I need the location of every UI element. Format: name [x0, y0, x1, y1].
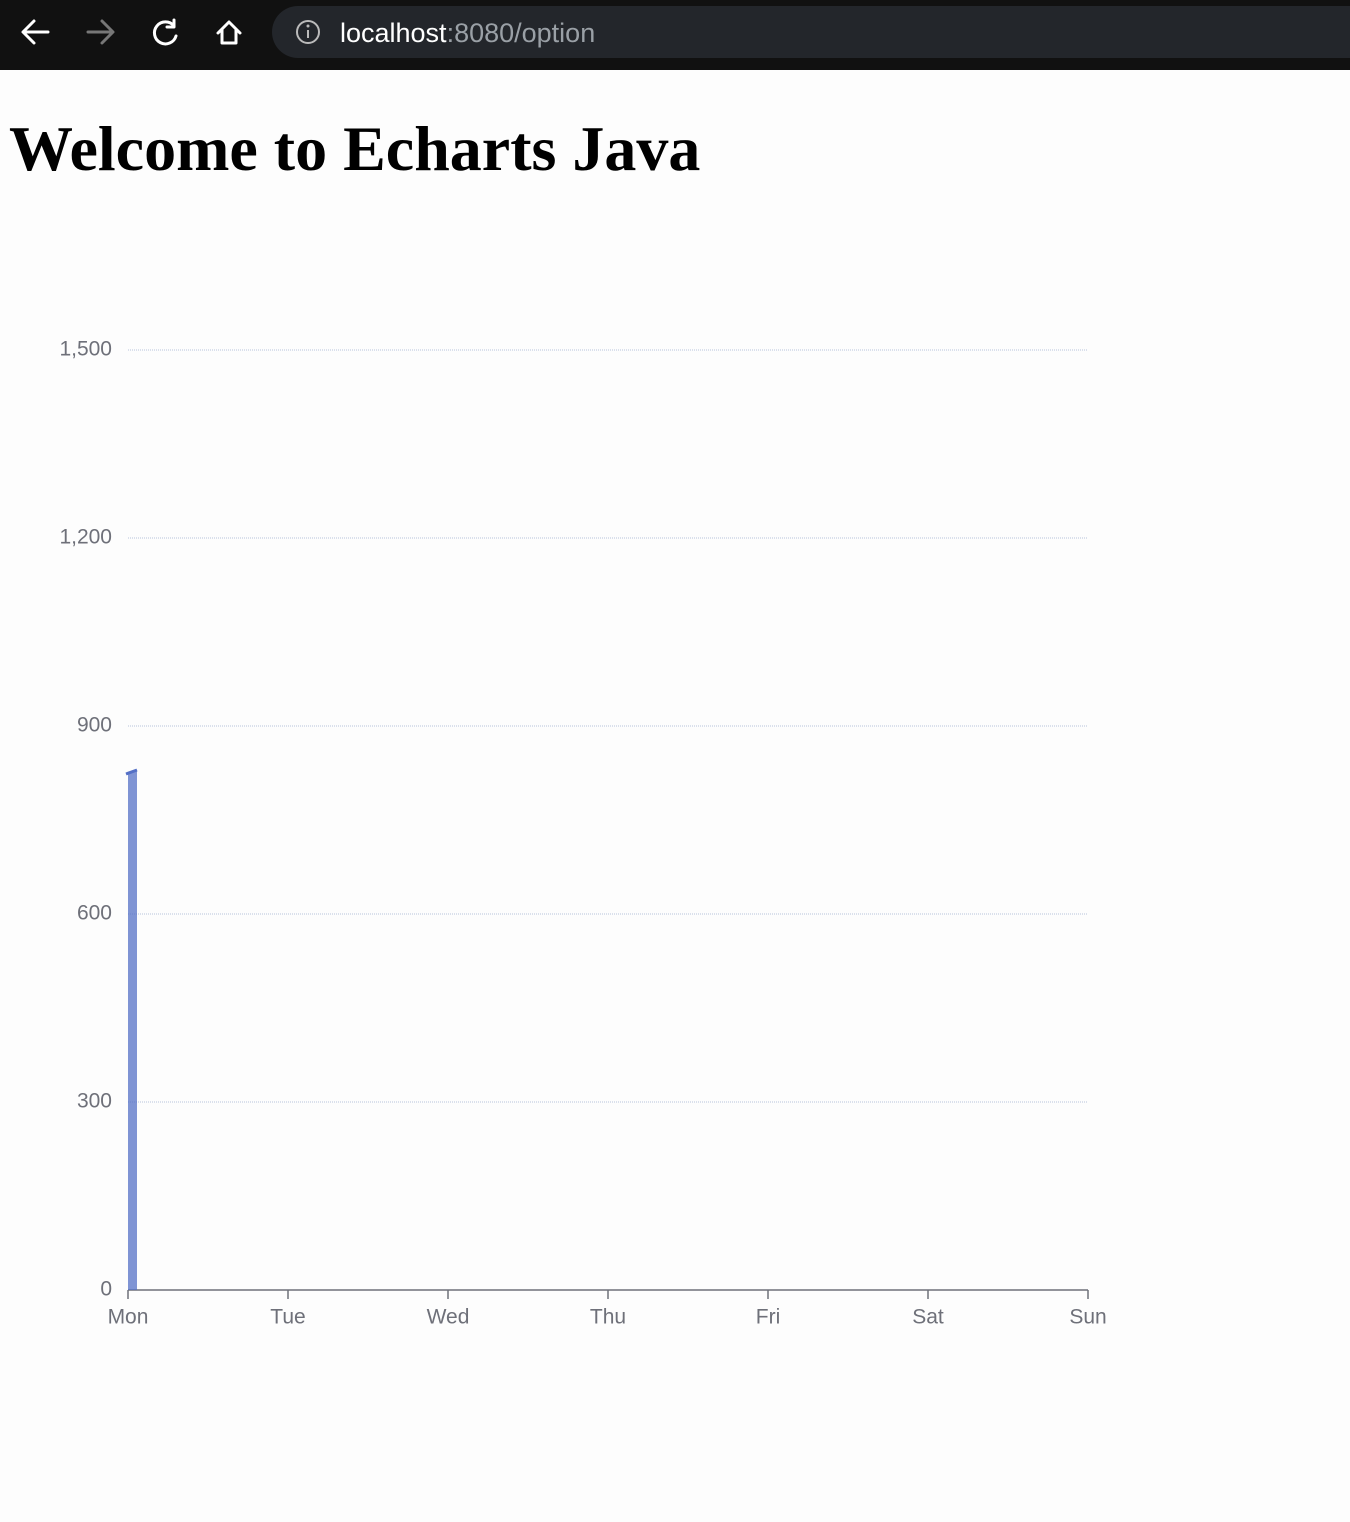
- x-tick-label: Sun: [1069, 1306, 1106, 1329]
- page-heading: Welcome to Echarts Java: [9, 113, 701, 184]
- address-bar[interactable]: localhost:8080/option: [272, 6, 1350, 58]
- y-tick-label: 0: [100, 1278, 112, 1301]
- x-tick-label: Sat: [912, 1306, 944, 1329]
- x-tick-label: Wed: [427, 1306, 470, 1329]
- reload-button[interactable]: [152, 18, 178, 46]
- x-tick-label: Thu: [590, 1306, 626, 1329]
- forward-button[interactable]: [86, 19, 115, 45]
- x-tick-label: Mon: [108, 1306, 149, 1329]
- x-tick-label: Tue: [270, 1306, 305, 1329]
- y-tick-label: 300: [77, 1090, 112, 1113]
- nav-buttons: [21, 18, 242, 46]
- x-tick-label: Fri: [756, 1306, 781, 1329]
- browser-toolbar: localhost:8080/option: [0, 0, 1350, 70]
- area-reveal: [128, 770, 137, 1290]
- url: localhost:8080/option: [340, 18, 595, 49]
- home-button[interactable]: [216, 20, 242, 45]
- line-segment: [125, 768, 138, 776]
- back-button[interactable]: [21, 19, 50, 45]
- info-icon: [296, 20, 320, 44]
- y-tick-label: 600: [77, 902, 112, 925]
- y-tick-label: 1,500: [59, 338, 112, 361]
- y-tick-label: 900: [77, 714, 112, 737]
- url-path: :8080/option: [446, 18, 596, 48]
- url-host: localhost: [340, 18, 447, 48]
- y-tick-label: 1,200: [59, 526, 112, 549]
